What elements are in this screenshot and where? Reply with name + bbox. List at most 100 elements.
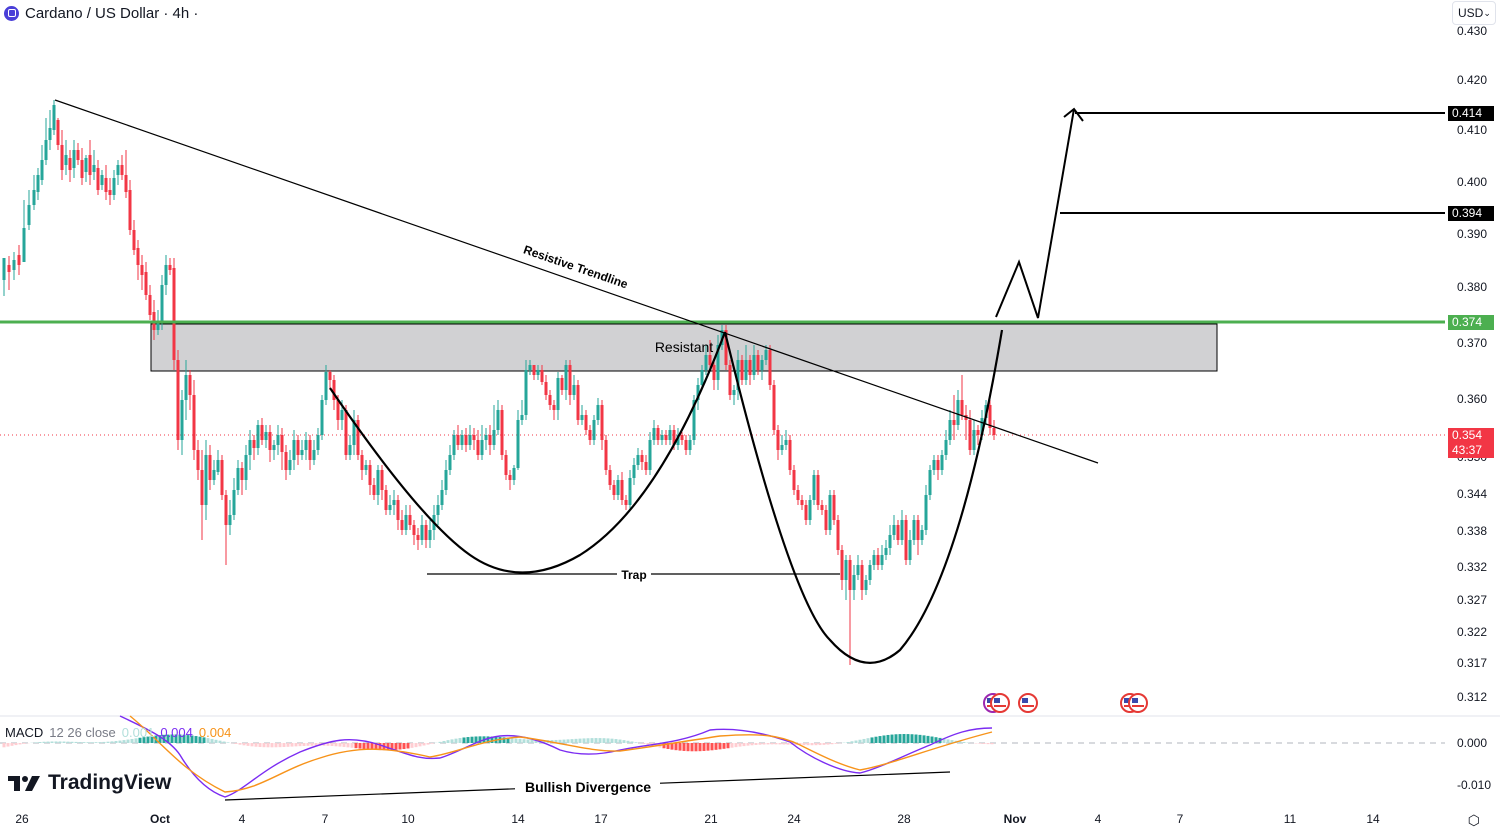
candle-body: [944, 440, 948, 455]
macd-histogram-bar: [554, 739, 558, 743]
macd-histogram-bar: [330, 743, 334, 747]
candle-body: [424, 525, 428, 540]
macd-histogram-bar: [110, 741, 114, 743]
candle-body: [564, 365, 568, 390]
macd-histogram-bar: [394, 743, 398, 750]
candle-body: [32, 190, 36, 205]
macd-histogram-bar: [882, 735, 886, 743]
macd-histogram-bar: [310, 743, 314, 746]
candle-body: [236, 468, 240, 490]
macd-histogram-bar: [902, 734, 906, 743]
macd-histogram-bar: [774, 743, 778, 745]
candle-body: [696, 385, 700, 400]
candle-body: [896, 525, 900, 540]
macd-histogram-bar: [182, 734, 186, 743]
macd-histogram-bar: [878, 736, 882, 743]
candle-body: [552, 405, 556, 410]
macd-histogram-bar: [678, 743, 682, 751]
candle-body: [600, 405, 604, 440]
candle-body: [596, 405, 600, 420]
candle-body: [776, 430, 780, 450]
divergence-label: Bullish Divergence: [525, 779, 651, 795]
macd-histogram-bar: [106, 741, 110, 743]
macd-legend[interactable]: MACD 12 26 close 0.001 0.004 0.004: [5, 725, 232, 740]
macd-histogram-bar: [798, 743, 802, 746]
candle-body: [468, 435, 472, 445]
candle-body: [216, 460, 220, 472]
divergence-label-bg: [515, 776, 660, 794]
macd-histogram-bar: [270, 743, 274, 748]
candle-body: [316, 435, 320, 450]
macd-histogram-bar: [22, 743, 26, 744]
macd-histogram-bar: [702, 743, 706, 751]
candle-body: [656, 428, 660, 440]
candle-body: [528, 365, 532, 370]
macd-histogram-bar: [374, 743, 378, 750]
macd-histogram-bar: [670, 743, 674, 750]
candle-body: [460, 435, 464, 445]
candle-body: [804, 505, 808, 520]
time-tick: 24: [787, 812, 801, 826]
macd-histogram-bar: [122, 740, 126, 743]
candle-body: [200, 470, 204, 505]
candle-body: [908, 540, 912, 560]
candle-body: [368, 465, 372, 485]
macd-histogram-bar: [710, 743, 714, 751]
candle-body: [384, 490, 388, 510]
macd-histogram-bar: [34, 742, 38, 743]
candle-body: [924, 495, 928, 530]
macd-histogram-bar: [514, 738, 518, 743]
candle-body: [500, 410, 504, 455]
macd-histogram-bar: [686, 743, 690, 752]
candle-body: [708, 355, 712, 365]
macd-histogram-bar: [946, 739, 950, 743]
candle-body: [560, 378, 564, 390]
macd-histogram-bar: [18, 743, 22, 745]
macd-histogram-bar: [562, 739, 566, 743]
macd-histogram-bar: [662, 743, 666, 749]
candle-body: [580, 415, 584, 420]
candle-body: [416, 535, 420, 540]
tradingview-logo[interactable]: TradingView: [8, 771, 171, 795]
chart-title[interactable]: Cardano / US Dollar · 4h ·: [4, 3, 198, 23]
candle-body: [948, 420, 952, 440]
macd-histogram-bar: [846, 741, 850, 743]
candle-body: [356, 420, 360, 455]
candle-body: [112, 178, 116, 195]
candle-body: [436, 505, 440, 515]
macd-histogram-bar: [542, 740, 546, 743]
macd-histogram-bar: [850, 741, 854, 743]
candle-body: [872, 555, 876, 565]
candle-body: [900, 520, 904, 540]
candle-body: [988, 405, 992, 428]
price-tag: 0.354 43:37: [1448, 428, 1494, 458]
candle-body: [380, 470, 384, 490]
candle-body: [336, 400, 340, 420]
time-tick: 11: [1283, 812, 1297, 826]
candle-body: [812, 475, 816, 500]
candle-body: [704, 355, 708, 370]
candle-body: [300, 450, 304, 455]
trap-label: Trap: [621, 568, 646, 582]
candle-body: [22, 228, 26, 262]
price-tag: 0.374: [1448, 315, 1494, 330]
candle-body: [568, 365, 572, 395]
macd-histogram-bar: [602, 738, 606, 743]
macd-histogram-bar: [414, 743, 418, 748]
candle-body: [148, 295, 152, 315]
candle-body: [188, 375, 192, 395]
candle-body: [824, 510, 828, 530]
candle-body: [312, 450, 316, 460]
price-tag: 0.414: [1448, 106, 1494, 121]
candle-body: [180, 400, 184, 440]
settings-gear-icon[interactable]: ⬡: [1467, 812, 1480, 828]
price-axis[interactable]: 0.430 0.420 0.410 0.400 0.390 0.380 0.370 0.360…: [1442, 0, 1500, 829]
candle-body: [616, 480, 620, 495]
macd-histogram-bar: [82, 742, 86, 743]
candle-body: [388, 505, 392, 510]
macd-histogram-bar: [158, 735, 162, 743]
macd-histogram-bar: [990, 743, 994, 745]
currency-select[interactable]: USD ⌄: [1452, 1, 1496, 25]
macd-histogram-bar: [518, 738, 522, 743]
